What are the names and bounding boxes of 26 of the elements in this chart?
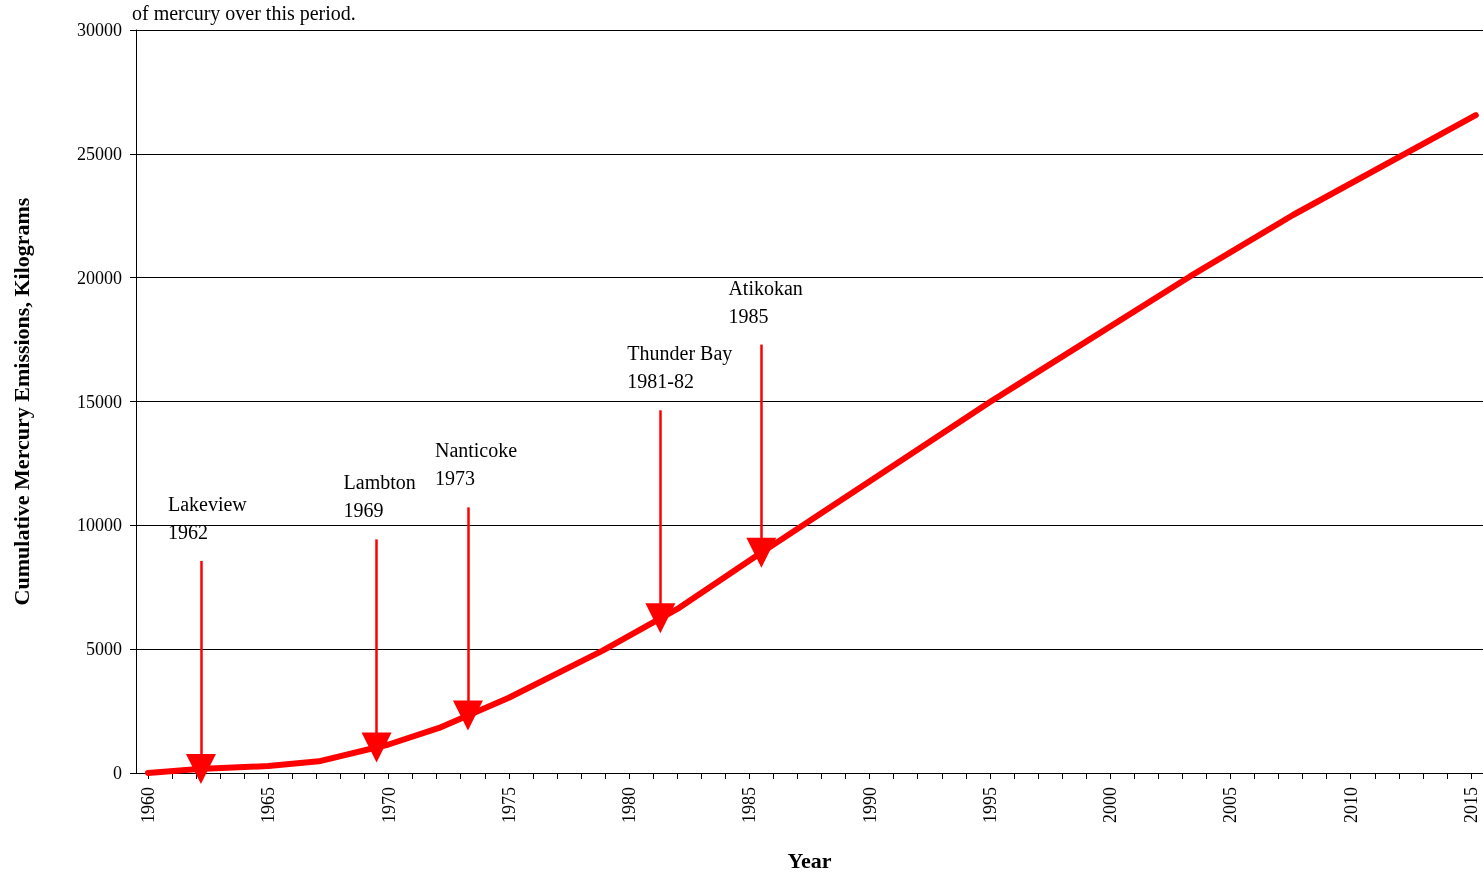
x-tick-label: 2015 bbox=[1460, 787, 1481, 823]
x-tick-label: 1970 bbox=[378, 787, 399, 823]
y-tick-label: 30000 bbox=[77, 20, 122, 40]
x-tick-label: 1960 bbox=[138, 787, 159, 823]
annotation: Thunder Bay 1981-82 bbox=[627, 342, 733, 393]
y-tick-label: 15000 bbox=[77, 391, 122, 412]
chart-subtitle: of mercury over this period. bbox=[132, 2, 356, 25]
x-axis-title: Year bbox=[787, 847, 832, 873]
annotation: Atikokan 1985 bbox=[728, 276, 803, 327]
y-axis-title: Cumulative Mercury Emissions, Kilograms bbox=[8, 197, 34, 606]
annotation: Nanticoke 1973 bbox=[434, 439, 518, 490]
y-tick-label: 20000 bbox=[77, 267, 122, 288]
x-tick-label: 1975 bbox=[498, 787, 519, 823]
x-tick-label: 1985 bbox=[739, 787, 760, 823]
y-tick-label: 0 bbox=[113, 763, 122, 783]
y-tick-label: 25000 bbox=[77, 143, 122, 164]
x-tick-label: 2010 bbox=[1340, 787, 1361, 823]
y-tick-label: 5000 bbox=[86, 639, 122, 660]
x-tick-label: 1980 bbox=[619, 787, 640, 823]
x-tick-label: 1990 bbox=[859, 787, 880, 823]
x-tick-label: 2005 bbox=[1220, 787, 1241, 823]
x-tick-label: 2000 bbox=[1100, 787, 1121, 823]
annotation: Lambton 1969 bbox=[343, 471, 416, 522]
x-tick-label: 1995 bbox=[979, 787, 1000, 823]
x-tick-label: 1965 bbox=[258, 787, 279, 823]
y-tick-label: 10000 bbox=[77, 515, 122, 536]
